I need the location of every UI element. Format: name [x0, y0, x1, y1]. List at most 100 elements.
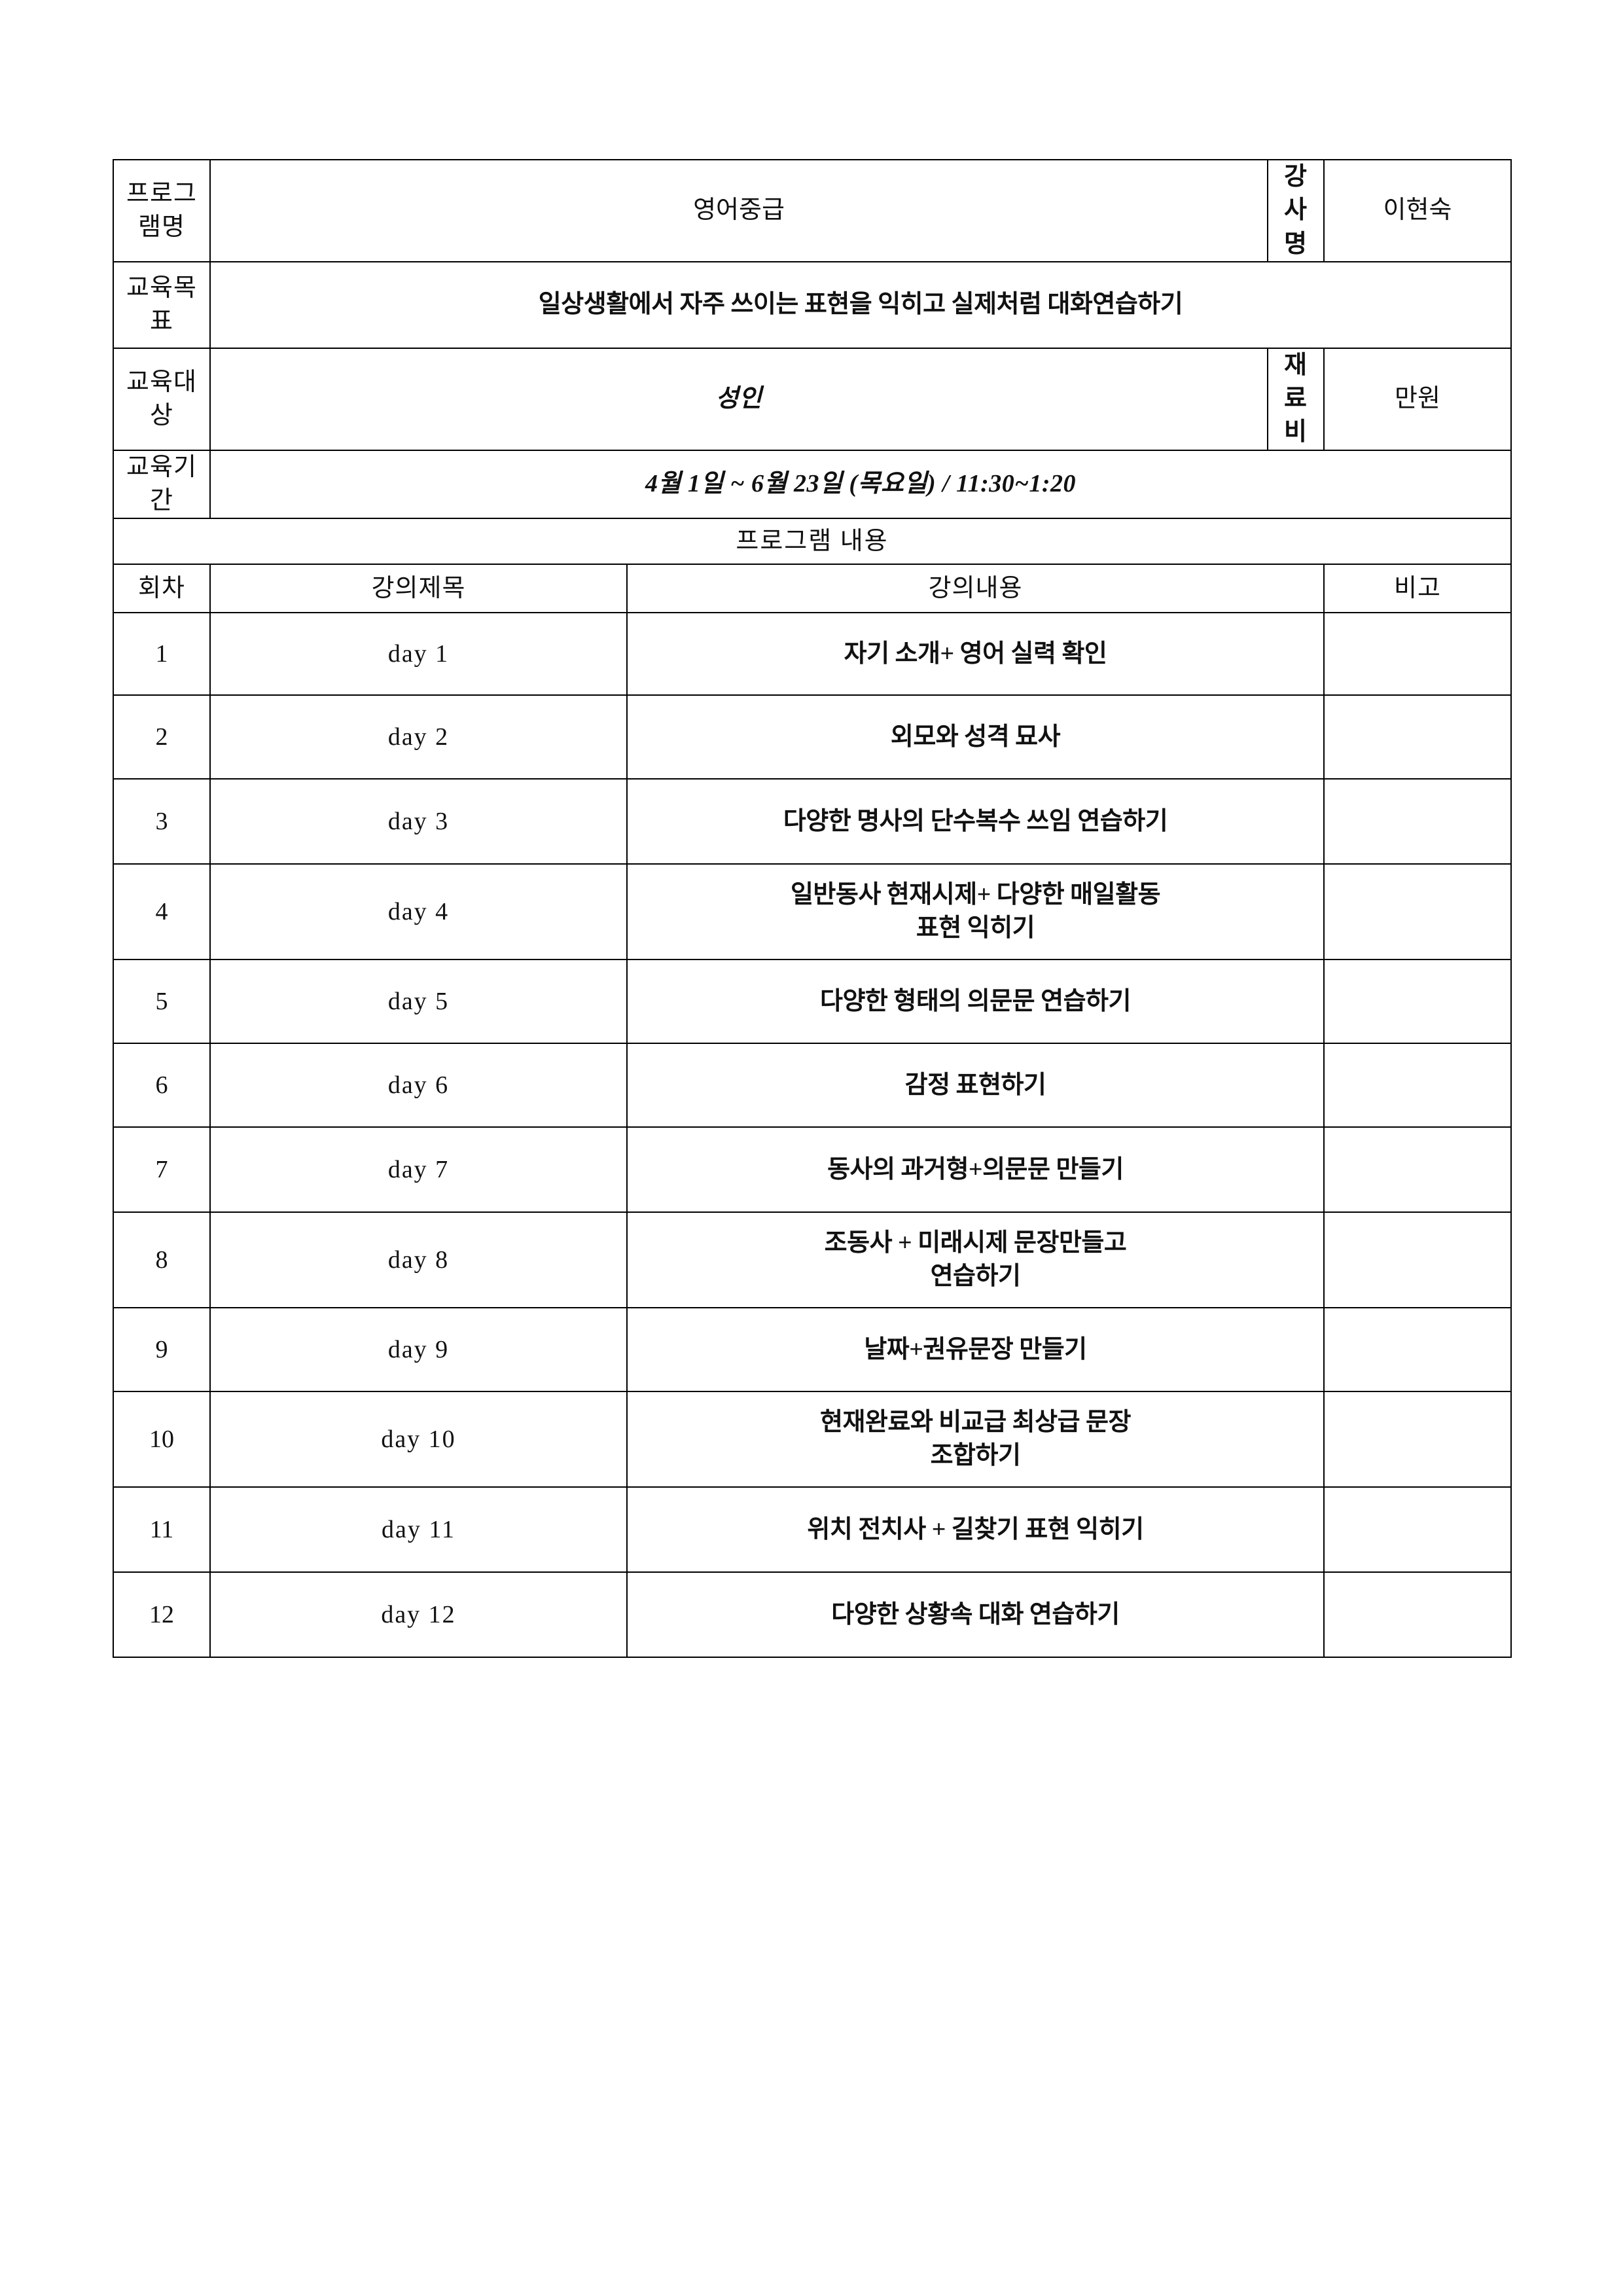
label-material-fee: 재료비	[1267, 347, 1325, 451]
table-row: 3 day 3 다양한 명사의 단수복수 쓰임 연습하기	[113, 778, 1512, 865]
cell-title: day 2	[209, 694, 628, 780]
cell-content: 다양한 상황속 대화 연습하기	[626, 1571, 1325, 1659]
table-row: 11 day 11 위치 전치사 + 길찾기 표현 익히기	[113, 1486, 1512, 1573]
cell-content-line1: 날짜+권유문장 만들기	[864, 1335, 1087, 1363]
cell-title: day 12	[209, 1571, 628, 1659]
cell-note	[1323, 612, 1512, 696]
cell-content: 동사의 과거형+의문문 만들기	[626, 1126, 1325, 1213]
table-row: 2 day 2 외모와 성격 묘사	[113, 694, 1512, 780]
cell-no: 9	[113, 1307, 211, 1393]
cell-content: 현재완료와 비교급 최상급 문장 조합하기	[626, 1391, 1325, 1488]
cell-note	[1323, 1043, 1512, 1128]
cell-content-line1: 위치 전치사 + 길찾기 표현 익히기	[807, 1515, 1144, 1543]
cell-content-line2: 조합하기	[930, 1442, 1021, 1470]
value-material-fee: 만원	[1323, 347, 1512, 451]
label-instructor: 강사명	[1267, 159, 1325, 262]
cell-no: 8	[113, 1211, 211, 1309]
cell-note	[1323, 1307, 1512, 1393]
column-header-note: 비고	[1323, 564, 1512, 614]
cell-content-line1: 다양한 형태의 의문문 연습하기	[820, 987, 1131, 1015]
cell-content-line2: 표현 익히기	[916, 914, 1035, 942]
column-header-no: 회차	[113, 564, 211, 614]
cell-note	[1323, 959, 1512, 1045]
cell-note	[1323, 863, 1512, 961]
section-banner-title: 프로그램 내용	[113, 518, 1512, 565]
cell-no: 3	[113, 778, 211, 865]
cell-title: day 5	[209, 959, 628, 1045]
cell-no: 11	[113, 1486, 211, 1573]
cell-no: 4	[113, 863, 211, 961]
label-education-target: 교육대상	[113, 347, 211, 451]
row-column-headers: 회차 강의제목 강의내용 비고	[113, 564, 1512, 614]
table-row: 1 day 1 자기 소개+ 영어 실력 확인	[113, 612, 1512, 696]
cell-note	[1323, 1391, 1512, 1488]
cell-no: 12	[113, 1571, 211, 1659]
cell-note	[1323, 1486, 1512, 1573]
program-plan-table: 프로그램명 영어중급 강사명 이현숙 교육목표 일상생활에서 자주 쓰이는 표현…	[113, 159, 1512, 1659]
value-instructor: 이현숙	[1323, 159, 1512, 262]
cell-no: 2	[113, 694, 211, 780]
cell-title: day 1	[209, 612, 628, 696]
table-row: 12 day 12 다양한 상황속 대화 연습하기	[113, 1571, 1512, 1659]
cell-content: 다양한 명사의 단수복수 쓰임 연습하기	[626, 778, 1325, 865]
cell-content-line1: 외모와 성격 묘사	[890, 723, 1061, 751]
column-header-title: 강의제목	[209, 564, 628, 614]
cell-no: 6	[113, 1043, 211, 1128]
cell-content-line1: 동사의 과거형+의문문 만들기	[827, 1155, 1124, 1183]
cell-no: 5	[113, 959, 211, 1045]
cell-note	[1323, 778, 1512, 865]
cell-title: day 6	[209, 1043, 628, 1128]
cell-content-line1: 다양한 명사의 단수복수 쓰임 연습하기	[783, 807, 1168, 835]
cell-content-line1: 일반동사 현재시제+ 다양한 매일활동	[790, 881, 1161, 909]
cell-title: day 4	[209, 863, 628, 961]
table-row: 6 day 6 감정 표현하기	[113, 1043, 1512, 1128]
row-education-period: 교육기간 4월 1일 ~ 6월 23일 (목요일) / 11:30~1:20	[113, 449, 1512, 520]
label-education-goal: 교육목표	[113, 260, 211, 349]
cell-content-line1: 조동사 + 미래시제 문장만들고	[824, 1229, 1127, 1257]
value-education-goal: 일상생활에서 자주 쓰이는 표현을 익히고 실제처럼 대화연습하기	[209, 260, 1512, 349]
column-header-content: 강의내용	[626, 564, 1325, 614]
cell-content: 일반동사 현재시제+ 다양한 매일활동 표현 익히기	[626, 863, 1325, 961]
cell-content: 자기 소개+ 영어 실력 확인	[626, 612, 1325, 696]
cell-note	[1323, 1571, 1512, 1659]
cell-content: 외모와 성격 묘사	[626, 694, 1325, 780]
table-row: 4 day 4 일반동사 현재시제+ 다양한 매일활동 표현 익히기	[113, 863, 1512, 961]
cell-content-line2: 연습하기	[930, 1263, 1021, 1291]
cell-content: 감정 표현하기	[626, 1043, 1325, 1128]
cell-no: 1	[113, 612, 211, 696]
cell-no: 7	[113, 1126, 211, 1213]
label-program-name: 프로그램명	[113, 159, 211, 262]
cell-content: 조동사 + 미래시제 문장만들고 연습하기	[626, 1211, 1325, 1309]
row-education-target: 교육대상 성인 재료비 만원	[113, 347, 1512, 451]
cell-note	[1323, 1126, 1512, 1213]
cell-title: day 11	[209, 1486, 628, 1573]
value-education-period: 4월 1일 ~ 6월 23일 (목요일) / 11:30~1:20	[209, 449, 1512, 520]
cell-content-line1: 자기 소개+ 영어 실력 확인	[844, 639, 1107, 668]
table-row: 9 day 9 날짜+권유문장 만들기	[113, 1307, 1512, 1393]
cell-title: day 7	[209, 1126, 628, 1213]
cell-content-line1: 감정 표현하기	[904, 1071, 1046, 1099]
cell-title: day 3	[209, 778, 628, 865]
value-education-target: 성인	[209, 347, 1268, 451]
cell-content: 위치 전치사 + 길찾기 표현 익히기	[626, 1486, 1325, 1573]
cell-title: day 9	[209, 1307, 628, 1393]
cell-title: day 10	[209, 1391, 628, 1488]
cell-no: 10	[113, 1391, 211, 1488]
table-row: 7 day 7 동사의 과거형+의문문 만들기	[113, 1126, 1512, 1213]
cell-note	[1323, 694, 1512, 780]
row-program-name: 프로그램명 영어중급 강사명 이현숙	[113, 159, 1512, 262]
cell-content-line1: 다양한 상황속 대화 연습하기	[831, 1600, 1120, 1628]
table-row: 5 day 5 다양한 형태의 의문문 연습하기	[113, 959, 1512, 1045]
table-row: 10 day 10 현재완료와 비교급 최상급 문장 조합하기	[113, 1391, 1512, 1488]
row-section-banner: 프로그램 내용	[113, 518, 1512, 565]
cell-content: 날짜+권유문장 만들기	[626, 1307, 1325, 1393]
cell-content-line1: 현재완료와 비교급 최상급 문장	[820, 1408, 1131, 1437]
value-program-name: 영어중급	[209, 159, 1268, 262]
label-education-period: 교육기간	[113, 449, 211, 520]
cell-note	[1323, 1211, 1512, 1309]
cell-content: 다양한 형태의 의문문 연습하기	[626, 959, 1325, 1045]
table-row: 8 day 8 조동사 + 미래시제 문장만들고 연습하기	[113, 1211, 1512, 1309]
cell-title: day 8	[209, 1211, 628, 1309]
row-education-goal: 교육목표 일상생활에서 자주 쓰이는 표현을 익히고 실제처럼 대화연습하기	[113, 260, 1512, 349]
